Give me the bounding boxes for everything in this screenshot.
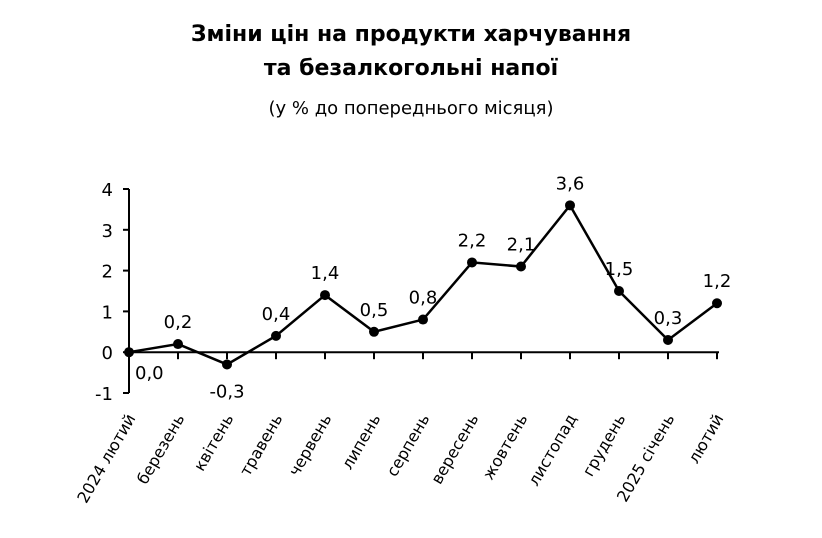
x-tick-label: липень (338, 411, 385, 473)
data-label: 1,4 (311, 263, 340, 284)
data-label: 0,8 (409, 288, 438, 309)
x-tick-label: жовтень (479, 411, 532, 483)
x-tick-label: квітень (190, 411, 238, 475)
data-label: 3,6 (556, 173, 585, 194)
y-tick-label: 3 (102, 221, 113, 242)
y-tick-label: -1 (95, 384, 113, 405)
data-label: 1,5 (605, 259, 634, 280)
x-tick-label: травень (236, 411, 287, 480)
series-line (128, 203, 718, 366)
x-tick-label: червень (285, 411, 336, 480)
data-point (320, 290, 330, 301)
y-tick-label: 2 (102, 262, 113, 283)
data-point (614, 286, 624, 296)
x-tick-label: 2024 лютий (73, 411, 139, 507)
data-point (222, 359, 232, 370)
data-label: 0,2 (164, 312, 193, 333)
data-label: 2,1 (507, 235, 536, 256)
data-label: -0,3 (209, 381, 244, 402)
x-tick-label: серпень (383, 411, 434, 480)
data-label: 0,5 (360, 300, 389, 321)
x-tick-label: листопад (524, 411, 580, 490)
x-tick-label: вересень (427, 411, 482, 488)
y-tick-label: 1 (102, 302, 113, 323)
chart-subtitle: (у % до попереднього місяця) (268, 98, 554, 119)
chart-title-line2: та безалкогольні напої (263, 56, 559, 81)
chart-title: Зміни цін на продукти харчування (190, 22, 632, 47)
data-label: 0,4 (262, 304, 291, 325)
x-tick-label: грудень (579, 411, 630, 480)
data-point (418, 314, 428, 325)
x-tick-label: березень (133, 411, 188, 488)
x-tick-label: лютий (684, 411, 727, 467)
data-label: 0,0 (135, 363, 164, 384)
data-point (516, 261, 526, 272)
data-label: 1,2 (703, 271, 732, 292)
data-point (124, 347, 134, 358)
y-tick-label: 4 (102, 180, 113, 201)
y-tick-label: 0 (102, 343, 113, 364)
data-point (712, 298, 722, 309)
data-point (271, 330, 281, 341)
data-point (467, 257, 477, 268)
data-label: 2,2 (458, 230, 487, 251)
data-point (173, 339, 183, 350)
data-label: 0,3 (654, 308, 683, 329)
data-point (663, 334, 673, 345)
data-point (369, 326, 379, 337)
data-point (565, 200, 575, 211)
